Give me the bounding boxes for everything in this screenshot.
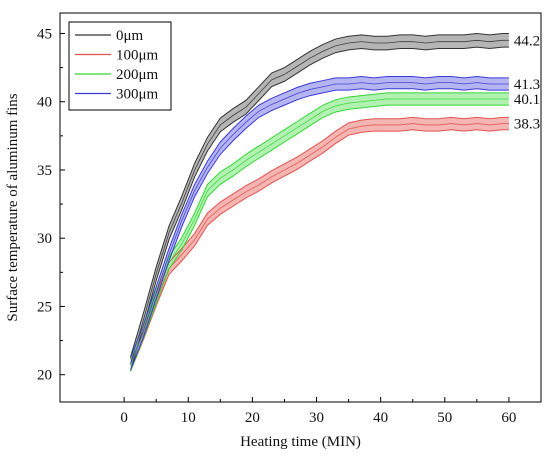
x-tick-label: 40 [373,410,388,426]
legend-box [68,21,172,111]
series-line-upper-1 [130,116,509,360]
end-value-labels: 44.2 38.3 40.141.3 [514,33,540,132]
legend-label-0: 0μm [116,28,144,44]
x-tick-label: 10 [181,410,196,426]
end-value-label-2: 40.1 [514,92,540,108]
end-value-label-0: 44.2 [514,33,540,49]
series-line-upper-0 [130,32,509,358]
series-line-0 [130,39,509,364]
series-lines [130,32,509,372]
end-value-label-1: 38.3 [514,117,540,133]
x-tick-label: 30 [309,410,324,426]
series-line-upper-2 [130,92,509,360]
series-line-lower-2 [130,104,509,372]
x-tick-label: 60 [501,410,516,426]
y-axis-title: Surface temperature of aluminum fins [5,93,21,321]
legend-label-1: 100μm [116,48,159,64]
series-line-lower-1 [130,129,509,372]
series-line-3 [130,82,509,364]
series-line-lower-3 [130,88,509,371]
x-tick-label: 0 [120,410,128,426]
legend-label-2: 200μm [116,67,159,83]
series-line-upper-3 [130,75,509,358]
series-line-2 [130,98,509,366]
y-tick-label: 25 [37,299,52,315]
end-value-label-3: 41.3 [514,77,540,93]
legend-label-3: 300μm [116,87,159,103]
series-line-lower-0 [130,46,509,371]
y-tick-label: 40 [37,95,52,111]
x-axis-title: Heating time (MIN) [240,434,361,450]
y-tick-label: 20 [37,368,52,384]
series-line-1 [130,123,509,366]
series-band-2 [130,92,509,372]
axis-ticks: 0 10 20 30 40 50 60 20 25 30 35 40 45 [37,26,516,426]
plot-frame [59,12,542,403]
y-tick-label: 30 [37,231,52,247]
x-tick-label: 20 [245,410,260,426]
x-tick-label: 50 [437,410,452,426]
y-tick-label: 35 [37,163,52,179]
series-bands [130,33,509,372]
legend: 0μm 100μm 200μm 300μm [68,21,172,111]
y-tick-label: 45 [37,26,52,42]
series-band-0 [130,33,509,371]
